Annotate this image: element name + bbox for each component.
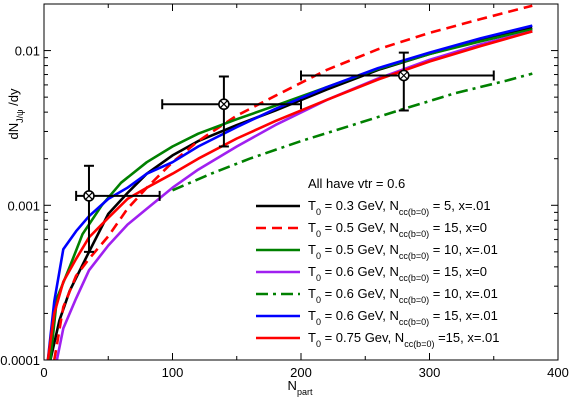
x-axis-label-text: Npart — [288, 378, 313, 397]
x-tick-label: 400 — [547, 365, 569, 380]
legend-label: T0 = 0.6 GeV, Ncc(b=0) = 15, x=0 — [308, 264, 487, 283]
y-axis-label-text: dNJ/ψ /dy — [6, 88, 25, 140]
series-line-2 — [53, 4, 533, 360]
legend-label: T0 = 0.5 GeV, Ncc(b=0) = 10, x=.01 — [308, 242, 498, 261]
legend-label: T0 = 0.75 Gev, Ncc(b=0) =15, x=.01 — [308, 330, 500, 349]
marker-cross — [85, 191, 93, 200]
series-line-7 — [46, 30, 533, 360]
series-line-6 — [46, 24, 533, 360]
legend: All have vtr = 0.6 T0 = 0.3 GeV, Ncc(b=0… — [256, 176, 500, 349]
data-point-3 — [300, 51, 495, 112]
x-tick-labels: 0 100 200 300 400 — [40, 365, 568, 380]
legend-label: T0 = 0.5 GeV, Ncc(b=0) = 15, x=0 — [308, 220, 487, 239]
legend-header: All have vtr = 0.6 — [308, 176, 405, 191]
x-tick-label: 100 — [162, 365, 184, 380]
y-tick-label: 0.001 — [7, 198, 40, 213]
plot-frame — [43, 3, 559, 361]
series-layer — [46, 4, 533, 360]
marker-cross — [399, 71, 408, 80]
legend-item: T0 = 0.6 GeV, Ncc(b=0) = 10, x=.01 — [256, 286, 498, 305]
legend-item: T0 = 0.75 Gev, Ncc(b=0) =15, x=.01 — [256, 330, 500, 349]
x-tick-label: 0 — [40, 365, 47, 380]
legend-item: T0 = 0.6 GeV, Ncc(b=0) = 15, x=0 — [256, 264, 487, 283]
legend-item: T0 = 0.3 GeV, Ncc(b=0) = 5, x=.01 — [256, 198, 491, 217]
data-point-2 — [161, 75, 302, 148]
x-tick-label: 200 — [290, 365, 312, 380]
legend-item: T0 = 0.5 GeV, Ncc(b=0) = 15, x=0 — [256, 220, 487, 239]
data-points-layer — [75, 51, 495, 253]
legend-label: T0 = 0.3 GeV, Ncc(b=0) = 5, x=.01 — [308, 198, 491, 217]
y-tick-label: 0.0001 — [0, 353, 40, 368]
y-tick-labels: 0.0001 0.001 0.01 — [0, 44, 40, 368]
legend-label: T0 = 0.6 GeV, Ncc(b=0) = 10, x=.01 — [308, 286, 498, 305]
legend-label: T0 = 0.6 GeV, Ncc(b=0) = 15, x=.01 — [308, 308, 498, 327]
data-point-1 — [75, 164, 161, 253]
legend-item: T0 = 0.6 GeV, Ncc(b=0) = 15, x=.01 — [256, 308, 498, 327]
y-tick-label: 0.01 — [15, 44, 40, 59]
series-line-5 — [171, 72, 533, 192]
marker-cross — [219, 100, 228, 109]
axis-ticks — [43, 3, 559, 361]
x-tick-label: 300 — [419, 365, 441, 380]
legend-items: T0 = 0.3 GeV, Ncc(b=0) = 5, x=.01 T0 = 0.… — [256, 198, 500, 349]
legend-item: T0 = 0.5 GeV, Ncc(b=0) = 10, x=.01 — [256, 242, 498, 261]
